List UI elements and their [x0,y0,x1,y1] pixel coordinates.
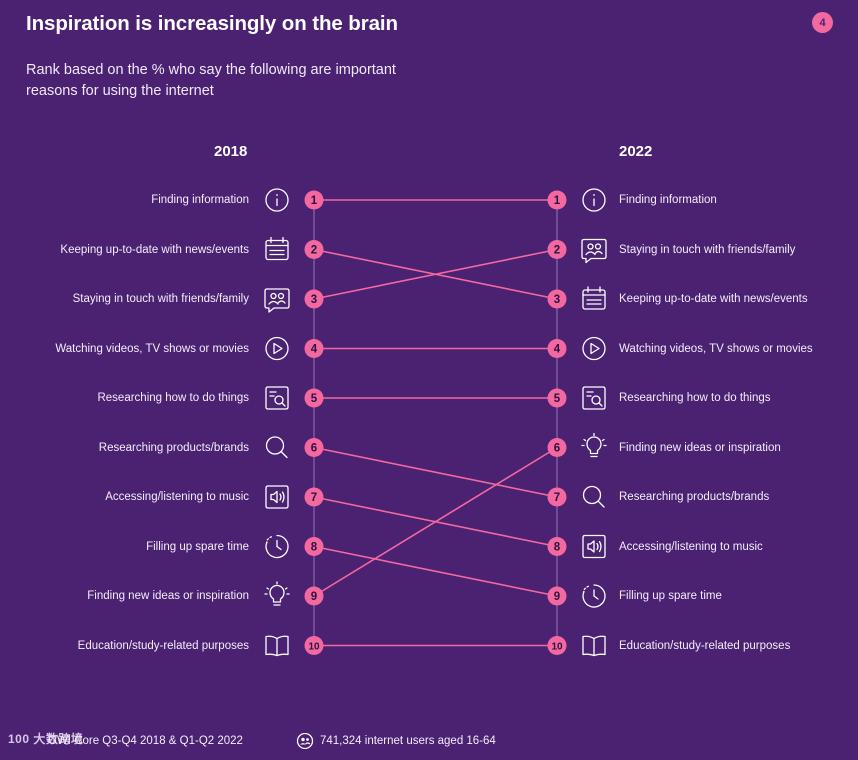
page-subtitle: Rank based on the % who say the followin… [26,62,396,99]
rank-marker-2022-4: 4 [547,339,567,358]
label-2022-rank-7: Researching products/brands [619,491,770,503]
rank-marker-2018-2: 2 [304,240,324,259]
rank-number: 3 [311,294,317,306]
year-2022-heading: 2022 [619,143,653,160]
rank-number: 6 [554,443,560,455]
rank-number: 9 [554,591,560,603]
rank-marker-2022-2: 2 [547,240,567,259]
rank-number: 8 [311,542,318,554]
label-2022-rank-2: Staying in touch with friends/family [619,243,796,256]
label-2018-rank-10: Education/study-related purposes [77,639,249,652]
rank-marker-2022-1: 1 [547,190,567,210]
footer-source: GWI Core Q3-Q4 2018 & Q1-Q2 2022 [48,735,243,747]
page-number-badge: 4 [812,12,833,33]
people-icon [296,733,314,749]
rank-marker-2018-6: 6 [304,438,324,457]
research-icon [582,386,606,410]
people-icon [581,238,607,264]
label-2018-rank-4: Watching videos, TV shows or movies [55,342,249,355]
search-icon [265,436,288,459]
calendar-icon [265,236,289,261]
book-icon [265,635,289,657]
rank-number: 7 [311,492,317,504]
rank-number: 2 [311,245,317,257]
label-2018-rank-7: Accessing/listening to music [105,491,249,503]
rank-marker-2022-10: 10 [547,636,567,655]
rank-number: 6 [311,443,317,455]
speaker-icon [582,534,606,559]
rank-number: 10 [308,642,320,653]
rank-number: 4 [554,344,561,356]
info-icon [265,188,289,212]
watermark-logo: 100 大数跨境 [8,732,84,746]
label-2018-rank-5: Researching how to do things [97,392,249,404]
connection-line-3-2 [313,248,558,300]
year-2018-heading: 2018 [214,143,248,160]
calendar-icon [582,286,606,310]
label-2022-rank-5: Researching how to do things [619,392,771,404]
label-2022-rank-9: Filling up spare time [619,590,722,602]
rank-marker-2018-10: 10 [304,636,324,655]
rank-marker-2022-8: 8 [547,537,567,556]
clock-icon [582,584,606,608]
rank-marker-2018-5: 5 [304,388,324,408]
label-2018-rank-2: Keeping up-to-date with news/events [60,243,249,256]
rank-number: 1 [311,195,318,207]
footer-sample: 741,324 internet users aged 16-64 [320,735,496,747]
label-2018-rank-1: Finding information [151,194,249,206]
rank-number: 7 [554,492,560,504]
rank-marker-2018-3: 3 [304,289,324,309]
rank-number: 9 [311,591,317,603]
label-2018-rank-6: Researching products/brands [98,441,249,454]
search-icon [582,485,605,508]
page-title: Inspiration is increasingly on the brain [26,12,398,35]
rank-number: 5 [311,393,318,405]
rank-marker-2022-5: 5 [547,388,567,408]
label-2022-rank-10: Education/study-related purposes [619,639,791,652]
label-2022-rank-1: Finding information [619,194,717,206]
lightbulb-icon [581,432,607,458]
rank-marker-2018-4: 4 [304,339,324,358]
rank-number: 8 [554,542,561,554]
rank-number: 2 [554,245,560,257]
speaker-icon [265,485,289,509]
info-icon [582,188,606,212]
label-2018-rank-9: Finding new ideas or inspiration [87,590,249,602]
rank-number: 5 [554,393,561,405]
rank-number: 3 [554,294,560,306]
rank-number: 4 [311,344,318,356]
rank-number: 1 [554,195,561,207]
play-icon [582,336,606,361]
connection-line-9-6 [313,446,558,597]
connection-line-8-9 [313,545,558,597]
rank-marker-2018-8: 8 [304,537,324,556]
lightbulb-icon [264,581,290,606]
label-2022-rank-4: Watching videos, TV shows or movies [619,342,813,355]
rank-marker-2018-7: 7 [304,487,324,507]
rank-marker-2018-9: 9 [304,586,324,606]
research-icon [265,386,289,410]
label-2022-rank-3: Keeping up-to-date with news/events [619,293,808,305]
label-2022-rank-8: Accessing/listening to music [619,540,763,553]
play-icon [265,336,289,361]
label-2018-rank-8: Filling up spare time [146,540,249,553]
people-icon [264,288,290,313]
label-2018-rank-3: Staying in touch with friends/family [72,293,249,305]
label-2022-rank-6: Finding new ideas or inspiration [619,441,781,454]
rank-marker-2022-9: 9 [547,586,567,606]
book-icon [582,635,606,657]
rank-number: 10 [551,642,563,653]
rank-marker-2018-1: 1 [304,190,324,210]
rank-marker-2022-7: 7 [547,487,567,507]
rank-marker-2022-6: 6 [547,438,567,457]
connection-line-6-7 [313,446,558,498]
clock-icon [265,534,289,559]
rank-marker-2022-3: 3 [547,289,567,309]
